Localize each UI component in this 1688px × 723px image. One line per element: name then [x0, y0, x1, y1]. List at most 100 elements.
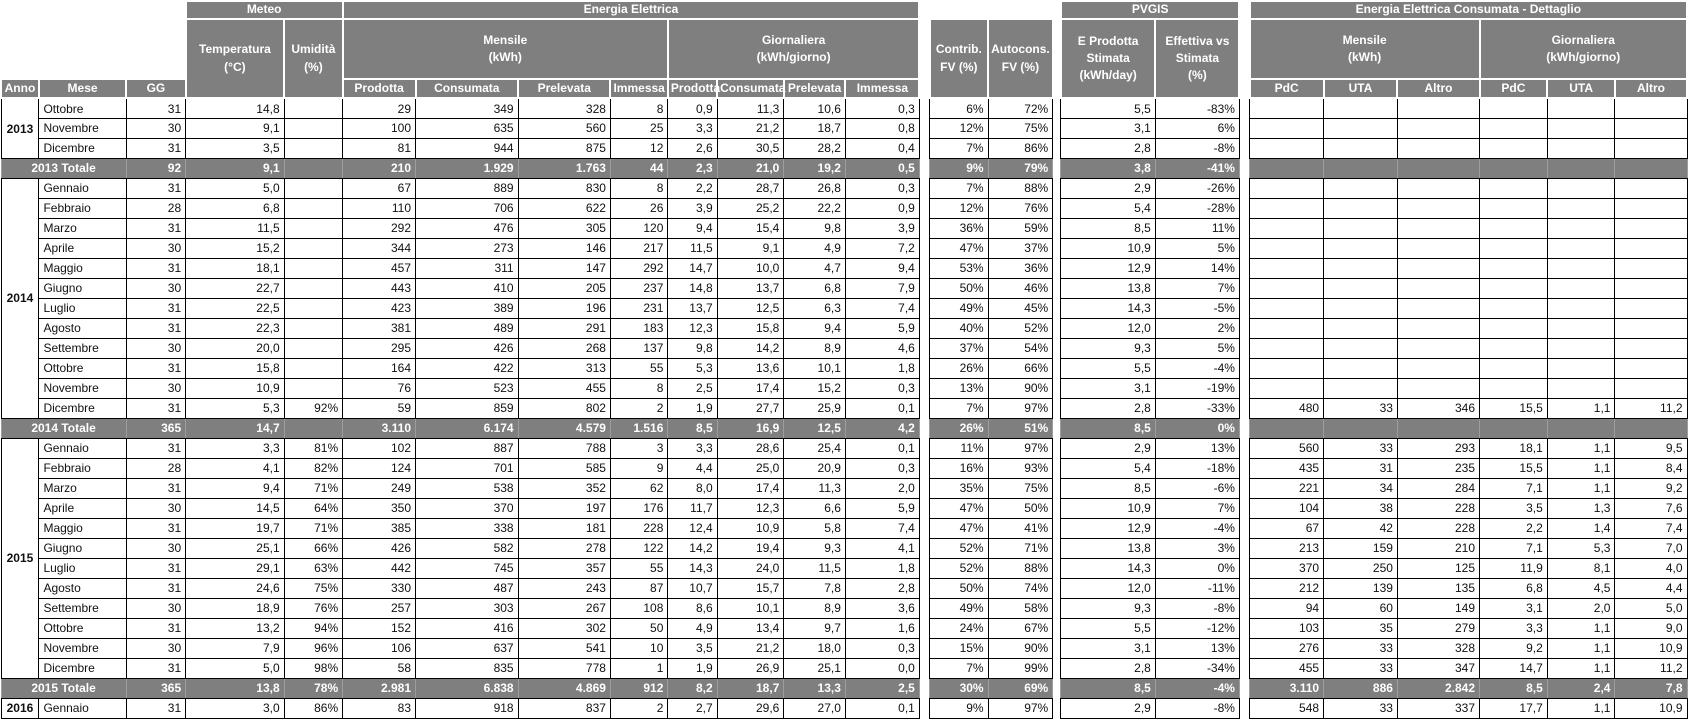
- cell[interactable]: 33: [1323, 637, 1398, 659]
- cell[interactable]: 21,2: [716, 117, 785, 139]
- cell[interactable]: 8,0: [667, 477, 718, 499]
- cell[interactable]: 83: [342, 697, 416, 719]
- cell[interactable]: 20,9: [783, 457, 846, 479]
- cell[interactable]: 3,9: [667, 197, 718, 219]
- cell[interactable]: 582: [415, 537, 519, 559]
- cell[interactable]: 14,3: [1060, 557, 1156, 579]
- cell[interactable]: 9,0: [1614, 617, 1688, 639]
- cell[interactable]: 8,6: [667, 597, 718, 619]
- cell[interactable]: 2,6: [667, 137, 718, 159]
- cell[interactable]: 12,9: [1060, 257, 1156, 279]
- cell[interactable]: [1249, 337, 1325, 359]
- cell[interactable]: 37%: [987, 237, 1054, 259]
- cell[interactable]: [1546, 117, 1616, 139]
- cell[interactable]: 31: [125, 257, 187, 279]
- cell[interactable]: 2,2: [1479, 517, 1548, 539]
- cell[interactable]: 344: [342, 237, 416, 259]
- cell[interactable]: 3.110: [1249, 677, 1325, 699]
- cell[interactable]: 357: [517, 557, 611, 579]
- cell[interactable]: [1614, 297, 1688, 319]
- year-cell[interactable]: 2016: [0, 697, 40, 719]
- cell[interactable]: 8: [609, 377, 669, 399]
- cell[interactable]: 33: [1323, 397, 1398, 419]
- cell[interactable]: [1249, 297, 1325, 319]
- cell[interactable]: 6.174: [415, 417, 519, 439]
- cell[interactable]: 92%: [283, 397, 344, 419]
- cell[interactable]: 88%: [987, 557, 1054, 579]
- cell[interactable]: [283, 277, 344, 299]
- cell[interactable]: 9,5: [1614, 437, 1688, 459]
- cell[interactable]: 81%: [283, 437, 344, 459]
- cell[interactable]: 6,8: [185, 197, 285, 219]
- cell[interactable]: 16,9: [716, 417, 785, 439]
- cell[interactable]: 7%: [929, 657, 989, 679]
- cell[interactable]: 18,1: [185, 257, 285, 279]
- cell[interactable]: 50%: [929, 277, 989, 299]
- cell[interactable]: 25,0: [716, 457, 785, 479]
- cell[interactable]: 52%: [929, 537, 989, 559]
- cell[interactable]: 14,5: [185, 497, 285, 519]
- cell[interactable]: 8,5: [1479, 677, 1548, 699]
- cell[interactable]: 7%: [929, 177, 989, 199]
- cell[interactable]: 13,2: [185, 617, 285, 639]
- cell[interactable]: 67: [1249, 517, 1325, 539]
- cell[interactable]: -6%: [1154, 477, 1240, 499]
- cell[interactable]: [1614, 337, 1688, 359]
- cell[interactable]: 859: [415, 397, 519, 419]
- cell[interactable]: 13%: [929, 377, 989, 399]
- cell[interactable]: 1,1: [1546, 657, 1616, 679]
- cell[interactable]: 63%: [283, 557, 344, 579]
- cell[interactable]: [283, 337, 344, 359]
- cell[interactable]: 11,3: [716, 97, 785, 119]
- cell[interactable]: 9%: [929, 697, 989, 719]
- month-cell[interactable]: Marzo: [38, 477, 127, 499]
- cell[interactable]: 76%: [987, 197, 1054, 219]
- cell[interactable]: [1323, 257, 1398, 279]
- cell[interactable]: 489: [415, 317, 519, 339]
- cell[interactable]: 53%: [929, 257, 989, 279]
- cell[interactable]: 102: [342, 437, 416, 459]
- cell[interactable]: 5,3: [1546, 537, 1616, 559]
- cell[interactable]: 54%: [987, 337, 1054, 359]
- cell[interactable]: 293: [1396, 437, 1481, 459]
- cell[interactable]: -33%: [1154, 397, 1240, 419]
- cell[interactable]: 25,4: [783, 437, 846, 459]
- cell[interactable]: [1323, 297, 1398, 319]
- cell[interactable]: 349: [415, 97, 519, 119]
- cell[interactable]: 279: [1396, 617, 1481, 639]
- cell[interactable]: 7,1: [1479, 537, 1548, 559]
- cell[interactable]: 15,8: [716, 317, 785, 339]
- cell[interactable]: 213: [1249, 537, 1325, 559]
- cell[interactable]: 49%: [929, 297, 989, 319]
- cell[interactable]: 778: [517, 657, 611, 679]
- month-cell[interactable]: Agosto: [38, 317, 127, 339]
- cell[interactable]: 49%: [929, 597, 989, 619]
- cell[interactable]: 7%: [1154, 277, 1240, 299]
- cell[interactable]: 237: [609, 277, 669, 299]
- cell[interactable]: 14,8: [185, 97, 285, 119]
- cell[interactable]: 12%: [929, 117, 989, 139]
- cell[interactable]: 98%: [283, 657, 344, 679]
- cell[interactable]: [1396, 357, 1481, 379]
- cell[interactable]: 8,2: [667, 677, 718, 699]
- cell[interactable]: 35: [1323, 617, 1398, 639]
- cell[interactable]: 159: [1323, 537, 1398, 559]
- cell[interactable]: 30: [125, 497, 187, 519]
- cell[interactable]: 276: [1249, 637, 1325, 659]
- cell[interactable]: 8: [609, 97, 669, 119]
- cell[interactable]: 75%: [987, 477, 1054, 499]
- cell[interactable]: 14,8: [667, 277, 718, 299]
- cell[interactable]: 125: [1396, 557, 1481, 579]
- month-cell[interactable]: Maggio: [38, 517, 127, 539]
- cell[interactable]: 560: [517, 117, 611, 139]
- cell[interactable]: 78%: [283, 677, 344, 699]
- cell[interactable]: 164: [342, 357, 416, 379]
- month-cell[interactable]: Dicembre: [38, 137, 127, 159]
- cell[interactable]: 3,1: [1060, 377, 1156, 399]
- cell[interactable]: 108: [609, 597, 669, 619]
- cell[interactable]: 12: [609, 137, 669, 159]
- cell[interactable]: [1546, 357, 1616, 379]
- cell[interactable]: 31: [125, 437, 187, 459]
- cell[interactable]: 2,9: [1060, 697, 1156, 719]
- cell[interactable]: [1479, 257, 1548, 279]
